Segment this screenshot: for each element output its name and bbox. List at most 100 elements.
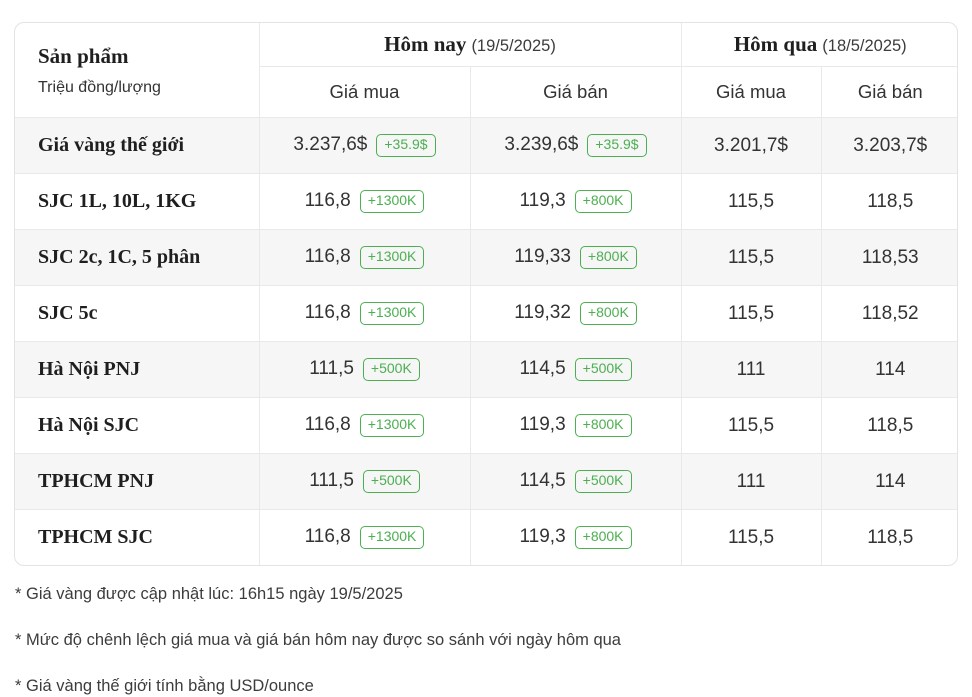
today-sell-change-badge: +800K	[579, 302, 637, 325]
yesterday-sell-price: 118,5	[820, 397, 957, 454]
today-sell-change-badge: +800K	[579, 246, 637, 269]
table-row-sjc-2c: SJC 2c, 1C, 5 phân 116,8 +1300K 119,33 +80…	[15, 229, 957, 286]
today-sell-cell: 119,3 +800K	[469, 173, 682, 230]
product-header-cell: Sản phẩm Triệu đồng/lượng	[15, 23, 259, 118]
yesterday-sell-price: 118,53	[820, 229, 957, 286]
yesterday-group-header: Hôm qua (18/5/2025)	[680, 23, 957, 67]
today-sell-change-badge: +35.9$	[587, 134, 647, 157]
yesterday-sell-price: 114	[820, 341, 957, 398]
today-sell-change-badge: +800K	[574, 526, 632, 549]
yesterday-buy-price: 115,5	[680, 229, 822, 286]
today-buy-price: 116,8	[304, 246, 351, 268]
gold-price-table: Sản phẩm Triệu đồng/lượng Hôm nay (19/5/2…	[15, 23, 957, 565]
today-buy-header: Giá mua	[258, 66, 470, 118]
today-sell-cell: 119,3 +800K	[469, 397, 682, 454]
yesterday-date: (18/5/2025)	[822, 37, 907, 55]
footnote-world-gold-unit: * Giá vàng thế giới tính bằng USD/ounce	[15, 676, 314, 695]
today-buy-cell: 111,5 +500K	[258, 453, 470, 510]
table-row-hanoi-sjc: Hà Nội SJC 116,8 +1300K 119,3 +800K 115,5 …	[15, 397, 957, 454]
today-sell-price: 119,3	[519, 190, 566, 212]
table-row-tphcm-pnj: TPHCM PNJ 111,5 +500K 114,5 +500K 111 114	[15, 453, 957, 510]
unit-label: Triệu đồng/lượng	[38, 78, 161, 96]
today-sell-change-badge: +800K	[574, 190, 632, 213]
group-header-row: Sản phẩm Triệu đồng/lượng Hôm nay (19/5/2…	[15, 23, 957, 96]
yesterday-buy-price: 111	[680, 341, 822, 398]
today-buy-cell: 3.237,6$ +35.9$	[258, 117, 470, 174]
today-buy-price: 116,8	[304, 302, 351, 324]
today-sell-price: 119,32	[514, 302, 571, 324]
today-buy-change-badge: +1300K	[359, 246, 425, 269]
product-name: TPHCM PNJ	[15, 453, 259, 510]
yesterday-sell-price: 114	[820, 453, 957, 510]
yesterday-buy-price: 115,5	[680, 509, 822, 565]
gold-price-table-wrapper: Sản phẩm Triệu đồng/lượng Hôm nay (19/5/2…	[14, 22, 958, 566]
today-buy-cell: 116,8 +1300K	[258, 229, 470, 286]
today-sell-change-badge: +800K	[574, 414, 632, 437]
today-buy-price: 111,5	[309, 470, 354, 492]
today-sell-price: 119,33	[514, 246, 571, 268]
today-sell-cell: 119,3 +800K	[469, 509, 682, 565]
yesterday-buy-price: 115,5	[680, 285, 822, 342]
yesterday-sell-price: 118,5	[820, 509, 957, 565]
product-name: SJC 2c, 1C, 5 phân	[15, 229, 259, 286]
sub-header-row: Giá mua Giá bán Giá mua Giá bán	[15, 66, 957, 118]
product-header-title: Sản phẩm	[38, 43, 129, 68]
today-sell-header: Giá bán	[469, 66, 682, 118]
yesterday-buy-header: Giá mua	[680, 66, 822, 118]
footnotes: * Giá vàng được cập nhật lúc: 16h15 ngày…	[14, 585, 958, 696]
today-group-header: Hôm nay (19/5/2025)	[258, 23, 682, 67]
today-buy-price: 111,5	[309, 358, 354, 380]
product-name: TPHCM SJC	[15, 509, 259, 565]
product-name: SJC 1L, 10L, 1KG	[15, 173, 259, 230]
today-buy-change-badge: +500K	[362, 358, 420, 381]
today-buy-change-badge: +1300K	[359, 526, 425, 549]
footnote-update-time: * Giá vàng được cập nhật lúc: 16h15 ngày…	[15, 585, 403, 603]
today-sell-price: 114,5	[519, 470, 566, 492]
yesterday-buy-price: 115,5	[680, 397, 822, 454]
today-buy-price: 116,8	[304, 526, 351, 548]
yesterday-sell-price: 3.203,7$	[820, 117, 957, 174]
today-buy-price: 3.237,6$	[293, 134, 368, 156]
today-sell-price: 119,3	[519, 414, 566, 436]
today-buy-price: 116,8	[304, 190, 351, 212]
product-name: SJC 5c	[15, 285, 259, 342]
footnote-change-comparison: * Mức độ chênh lệch giá mua và giá bán h…	[15, 630, 621, 649]
today-sell-price: 119,3	[519, 526, 566, 548]
product-name: Giá vàng thế giới	[15, 117, 259, 174]
today-sell-cell: 114,5 +500K	[469, 453, 682, 510]
today-sell-price: 3.239,6$	[504, 134, 579, 156]
today-sell-cell: 119,32 +800K	[469, 285, 682, 342]
table-row-tphcm-sjc: TPHCM SJC 116,8 +1300K 119,3 +800K 115,5 1…	[15, 509, 957, 565]
table-row-sjc-1l: SJC 1L, 10L, 1KG 116,8 +1300K 119,3 +800K …	[15, 173, 957, 230]
today-buy-cell: 111,5 +500K	[258, 341, 470, 398]
today-buy-change-badge: +1300K	[359, 302, 425, 325]
today-sell-cell: 119,33 +800K	[469, 229, 682, 286]
today-buy-price: 116,8	[304, 414, 351, 436]
table-row-hanoi-pnj: Hà Nội PNJ 111,5 +500K 114,5 +500K 111 114	[15, 341, 957, 398]
yesterday-sell-price: 118,5	[820, 173, 957, 230]
yesterday-buy-price: 111	[680, 453, 822, 510]
yesterday-buy-price: 115,5	[680, 173, 822, 230]
product-name: Hà Nội SJC	[15, 397, 259, 454]
yesterday-label: Hôm qua	[733, 32, 818, 56]
today-buy-cell: 116,8 +1300K	[258, 509, 470, 565]
today-buy-change-badge: +1300K	[359, 190, 425, 213]
yesterday-sell-header: Giá bán	[820, 66, 957, 118]
table-row-sjc-5c: SJC 5c 116,8 +1300K 119,32 +800K 115,5 118…	[15, 285, 957, 342]
today-buy-cell: 116,8 +1300K	[258, 397, 470, 454]
today-buy-cell: 116,8 +1300K	[258, 285, 470, 342]
today-sell-cell: 3.239,6$ +35.9$	[469, 117, 682, 174]
today-buy-change-badge: +500K	[362, 470, 420, 493]
yesterday-sell-price: 118,52	[820, 285, 957, 342]
today-sell-cell: 114,5 +500K	[469, 341, 682, 398]
product-name: Hà Nội PNJ	[15, 341, 259, 398]
today-sell-change-badge: +500K	[574, 470, 632, 493]
today-buy-change-badge: +1300K	[359, 414, 425, 437]
today-sell-change-badge: +500K	[574, 358, 632, 381]
today-buy-cell: 116,8 +1300K	[258, 173, 470, 230]
gold-price-page: Sản phẩm Triệu đồng/lượng Hôm nay (19/5/2…	[14, 22, 958, 696]
today-buy-change-badge: +35.9$	[376, 134, 436, 157]
yesterday-buy-price: 3.201,7$	[680, 117, 822, 174]
today-sell-price: 114,5	[519, 358, 566, 380]
today-date: (19/5/2025)	[471, 37, 556, 55]
